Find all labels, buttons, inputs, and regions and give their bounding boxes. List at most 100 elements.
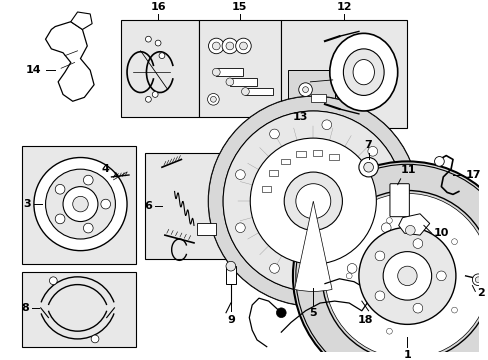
Circle shape: [269, 264, 279, 273]
Bar: [22, 272, 136, 347]
Text: 5: 5: [309, 308, 317, 318]
Bar: [22, 146, 136, 264]
Ellipse shape: [329, 33, 397, 111]
Wedge shape: [294, 201, 331, 291]
Circle shape: [207, 94, 219, 105]
Circle shape: [471, 274, 483, 285]
Circle shape: [374, 291, 384, 301]
Bar: [312, 150, 322, 156]
Text: 10: 10: [433, 228, 448, 238]
Bar: [268, 170, 278, 176]
FancyBboxPatch shape: [389, 184, 408, 217]
Circle shape: [225, 78, 233, 86]
Circle shape: [397, 266, 416, 285]
Circle shape: [159, 53, 164, 59]
Circle shape: [321, 120, 331, 130]
Circle shape: [63, 186, 98, 221]
Circle shape: [302, 87, 308, 93]
Polygon shape: [45, 22, 94, 101]
Circle shape: [383, 252, 431, 300]
Bar: [311, 94, 325, 102]
Circle shape: [208, 38, 224, 54]
Text: 17: 17: [465, 170, 480, 180]
Bar: [225, 266, 235, 284]
Text: 4: 4: [102, 164, 118, 175]
Circle shape: [346, 273, 351, 279]
Circle shape: [73, 196, 88, 212]
Circle shape: [358, 228, 455, 324]
Circle shape: [212, 68, 220, 76]
Text: 12: 12: [336, 2, 351, 12]
Circle shape: [284, 172, 342, 230]
Text: 18: 18: [357, 315, 373, 325]
Polygon shape: [398, 214, 429, 235]
Circle shape: [225, 42, 233, 50]
Ellipse shape: [343, 49, 384, 95]
Circle shape: [235, 170, 244, 180]
Circle shape: [450, 239, 456, 244]
Circle shape: [45, 169, 115, 239]
Circle shape: [292, 161, 488, 360]
Text: 15: 15: [231, 2, 247, 12]
Circle shape: [405, 225, 414, 235]
Circle shape: [55, 184, 65, 194]
Bar: [145, 153, 242, 259]
Circle shape: [49, 277, 57, 285]
Text: 3: 3: [23, 199, 31, 209]
Circle shape: [434, 157, 444, 166]
Circle shape: [155, 40, 161, 46]
Bar: [280, 158, 290, 165]
Circle shape: [101, 199, 110, 209]
Bar: [281, 20, 407, 129]
Circle shape: [239, 42, 247, 50]
Text: 16: 16: [150, 2, 165, 12]
Circle shape: [436, 271, 446, 281]
Wedge shape: [208, 96, 417, 306]
Polygon shape: [71, 12, 92, 30]
Bar: [197, 224, 216, 235]
Text: 11: 11: [400, 165, 415, 175]
Circle shape: [374, 251, 384, 261]
Circle shape: [83, 175, 93, 185]
Circle shape: [212, 42, 220, 50]
Text: 1: 1: [403, 350, 410, 360]
Circle shape: [145, 36, 151, 42]
Circle shape: [412, 239, 422, 248]
Text: 2: 2: [476, 288, 484, 298]
Circle shape: [381, 223, 390, 233]
Circle shape: [346, 264, 356, 273]
Circle shape: [208, 96, 417, 306]
Circle shape: [358, 158, 378, 177]
Circle shape: [210, 96, 216, 102]
Circle shape: [367, 147, 377, 156]
Circle shape: [91, 335, 99, 343]
Circle shape: [235, 38, 251, 54]
Ellipse shape: [352, 59, 374, 85]
Circle shape: [250, 138, 376, 264]
Circle shape: [295, 184, 330, 219]
Circle shape: [223, 111, 403, 291]
Bar: [295, 152, 305, 157]
Circle shape: [241, 88, 249, 95]
Bar: [328, 154, 338, 160]
Circle shape: [276, 308, 285, 318]
Text: 13: 13: [292, 112, 308, 122]
Bar: [216, 68, 243, 76]
Bar: [261, 186, 271, 192]
Circle shape: [222, 38, 237, 54]
Circle shape: [55, 214, 65, 224]
Circle shape: [145, 96, 151, 102]
Circle shape: [225, 261, 235, 271]
Bar: [245, 88, 272, 95]
Bar: [121, 20, 199, 117]
Circle shape: [474, 277, 480, 283]
Circle shape: [412, 303, 422, 313]
Text: 8: 8: [21, 303, 29, 313]
Text: 9: 9: [226, 315, 234, 325]
Text: 7: 7: [364, 140, 372, 150]
Circle shape: [235, 223, 244, 233]
Circle shape: [298, 83, 312, 96]
Bar: [199, 20, 281, 117]
Bar: [287, 70, 334, 119]
Circle shape: [83, 223, 93, 233]
